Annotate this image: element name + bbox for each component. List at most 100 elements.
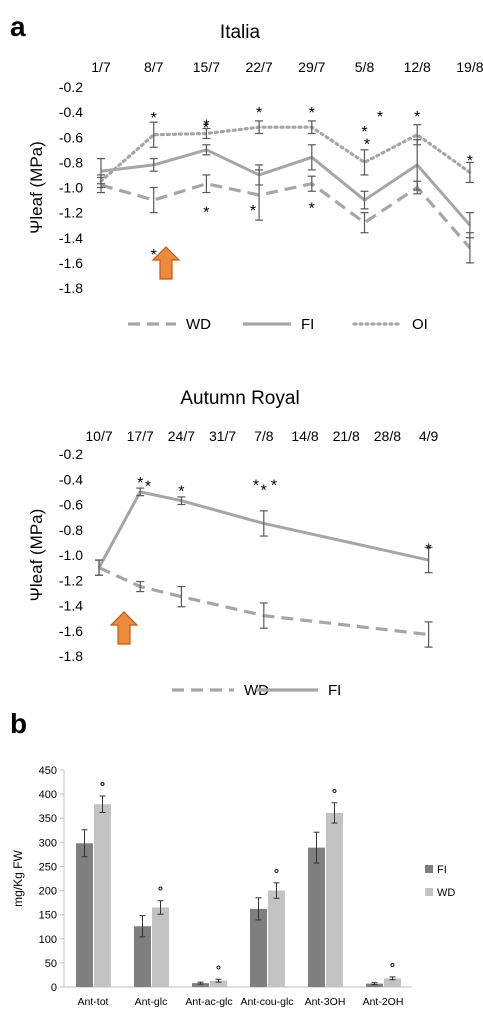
series-line-oi	[99, 125, 472, 183]
y-axis-label: mg/Kg FW	[11, 849, 25, 906]
y-tick-label: 0	[51, 982, 57, 994]
y-tick-label: -0.2	[59, 446, 83, 462]
treatment-arrow-icon	[109, 611, 139, 645]
legend-label-fi: FI	[301, 316, 314, 333]
y-tick-label: 350	[39, 813, 57, 825]
x-tick-label: 12/8	[404, 59, 431, 75]
y-tick-label: -0.8	[59, 154, 83, 170]
significance-marker: *	[261, 482, 267, 499]
y-axis-label: Ψleaf (MPa)	[27, 141, 46, 234]
treatment-arrow-icon	[151, 246, 181, 280]
y-tick-label: 250	[39, 861, 57, 873]
significance-marker: *	[203, 120, 209, 137]
legend-label-wd: WD	[186, 316, 211, 333]
x-tick-label: Ant-cou-glc	[240, 996, 293, 1008]
significance-marker: *	[253, 477, 259, 494]
bar-fi	[192, 983, 209, 987]
significance-marker: *	[203, 204, 209, 221]
y-tick-label: -1.4	[59, 230, 83, 246]
significance-marker: °	[274, 866, 279, 881]
significance-marker: *	[364, 137, 370, 154]
panel-label-a: a	[10, 11, 26, 42]
significance-marker: °	[158, 884, 163, 899]
x-tick-label: 7/8	[254, 428, 274, 444]
significance-marker: *	[309, 105, 315, 122]
x-tick-label: 14/8	[291, 428, 318, 444]
significance-marker: *	[425, 542, 431, 559]
significance-marker: *	[250, 203, 256, 220]
series-line-wd	[100, 182, 472, 249]
x-tick-label: 10/7	[85, 428, 112, 444]
significance-marker: *	[361, 124, 367, 141]
bar-fi	[134, 926, 151, 987]
bar-fi	[308, 847, 325, 987]
x-tick-label: 24/7	[168, 428, 195, 444]
significance-marker: *	[203, 118, 209, 135]
x-tick-label: Ant-ac-glc	[185, 996, 232, 1008]
chart-title: Italia	[220, 22, 261, 43]
y-tick-label: 150	[39, 910, 57, 922]
y-tick-label: -0.8	[59, 522, 83, 538]
y-tick-label: 200	[39, 886, 57, 898]
y-tick-label: -0.6	[59, 129, 83, 145]
x-tick-label: 31/7	[209, 428, 236, 444]
x-tick-label: 15/7	[193, 59, 220, 75]
significance-marker: *	[467, 153, 473, 170]
y-tick-label: 400	[39, 789, 57, 801]
y-tick-label: -1.2	[59, 205, 83, 221]
y-tick-label: -1.6	[59, 623, 83, 639]
y-tick-label: -1.8	[59, 648, 83, 664]
y-tick-label: -1.0	[59, 547, 83, 563]
legend-label-oi: OI	[412, 316, 428, 333]
y-tick-label: -1.0	[59, 180, 83, 196]
chart-title: Autumn Royal	[180, 388, 299, 409]
x-tick-label: 17/7	[127, 428, 154, 444]
bar-wd	[94, 804, 111, 987]
panel-a-autumn-royal: Autumn Royal Ψleaf (MPa) -0.2 -0.4 -0.6 -0.8 -…	[27, 388, 439, 699]
bar-fi	[366, 983, 383, 987]
x-tick-label: Ant-2OH	[363, 996, 404, 1008]
legend-label-fi: FI	[437, 864, 447, 876]
x-tick-label: Ant-tot	[78, 996, 109, 1008]
x-tick-label: Ant-glc	[135, 996, 168, 1008]
bar-wd	[152, 907, 169, 987]
significance-marker: *	[271, 477, 277, 494]
x-tick-label: 29/7	[298, 59, 325, 75]
bar-wd	[210, 980, 227, 987]
significance-marker: °	[216, 962, 221, 977]
significance-marker: *	[414, 109, 420, 126]
y-tick-label: -0.4	[59, 104, 83, 120]
bar-fi	[250, 908, 267, 987]
significance-marker: °	[100, 779, 105, 794]
legend-swatch-wd	[425, 888, 433, 896]
y-tick-label: 50	[45, 958, 57, 970]
legend-label-fi: FI	[328, 682, 341, 699]
y-tick-label: 300	[39, 837, 57, 849]
significance-marker: *	[151, 110, 157, 127]
significance-marker: *	[178, 484, 184, 501]
series-line-fi	[100, 148, 472, 227]
x-tick-label: Ant-3OH	[305, 996, 346, 1008]
significance-marker: °	[390, 960, 395, 975]
x-tick-label: 1/7	[91, 59, 111, 75]
bar-wd	[384, 978, 401, 987]
y-tick-label: -1.6	[59, 255, 83, 271]
x-tick-label: 22/7	[245, 59, 272, 75]
y-tick-label: -0.2	[59, 79, 83, 95]
y-tick-label: -1.2	[59, 572, 83, 588]
panel-a: a Italia Ψleaf (MPa) -0.2 -0.4 -0.6 -0.8 -1.0 -1…	[10, 11, 483, 333]
legend-swatch-fi	[425, 865, 433, 873]
significance-marker: *	[309, 201, 315, 218]
significance-marker: *	[377, 109, 383, 126]
y-tick-label: -1.4	[59, 598, 83, 614]
x-tick-label: 28/8	[374, 428, 401, 444]
bar-fi	[76, 843, 93, 987]
panel-b: b 0 50 100 150 200 250 300 350 400 450 mg/Kg FW Ant-…	[10, 708, 455, 1008]
legend-label-wd: WD	[437, 887, 455, 899]
y-tick-label: -1.8	[59, 280, 83, 296]
y-tick-label: 100	[39, 934, 57, 946]
significance-marker: °	[332, 786, 337, 801]
significance-marker: *	[151, 247, 157, 264]
y-tick-label: 450	[39, 765, 57, 777]
